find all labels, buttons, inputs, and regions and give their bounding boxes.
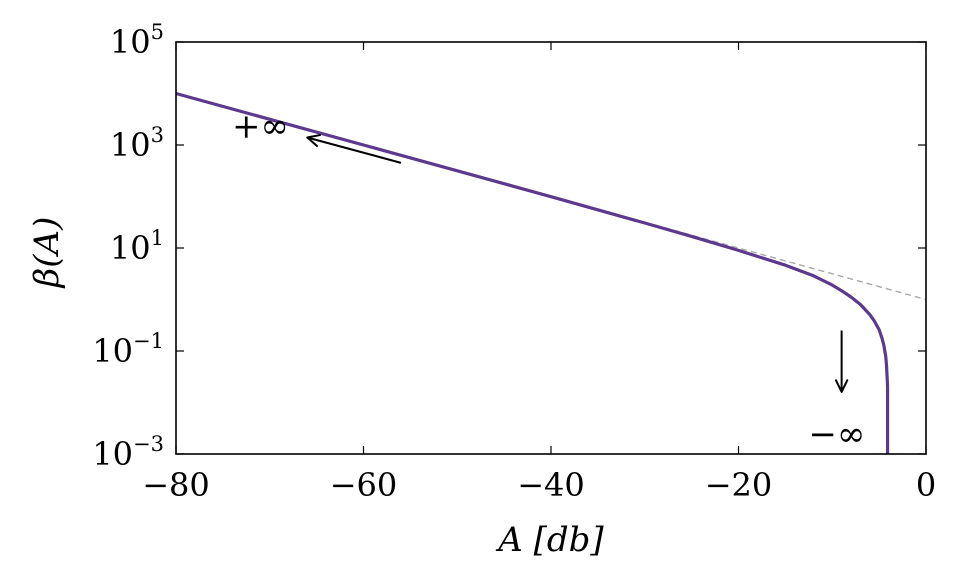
y-tick-label: 101	[110, 226, 164, 267]
y-tick-label: 10−3	[92, 432, 164, 473]
x-tick-label: −80	[142, 466, 210, 504]
annotation-layer: +∞ −∞	[232, 106, 865, 454]
y-tick-label: 103	[110, 123, 164, 164]
tick-layer: −80 −60 −40 −20 0 10−3 10−1 101 103 105	[92, 20, 936, 504]
y-tick-label: 105	[110, 20, 164, 61]
annotation-arrow	[306, 136, 402, 164]
y-tick-label: 10−1	[92, 329, 164, 370]
x-tick-label: −60	[330, 466, 398, 504]
arrow-head-icon	[306, 134, 322, 147]
x-tick-label: −20	[705, 466, 773, 504]
x-tick-label: −40	[517, 466, 585, 504]
plot-frame	[175, 41, 927, 455]
beta-curve	[176, 91, 890, 388]
x-axis-label: A [db]	[495, 520, 604, 560]
asymptote-line	[644, 221, 926, 301]
x-tick-label: 0	[916, 466, 936, 504]
minus-infinity-label: −∞	[809, 415, 866, 455]
arrow-head-icon	[834, 379, 849, 393]
plus-infinity-label: +∞	[232, 106, 289, 146]
y-axis-label: β(A)	[27, 217, 67, 290]
series-layer	[176, 91, 926, 454]
